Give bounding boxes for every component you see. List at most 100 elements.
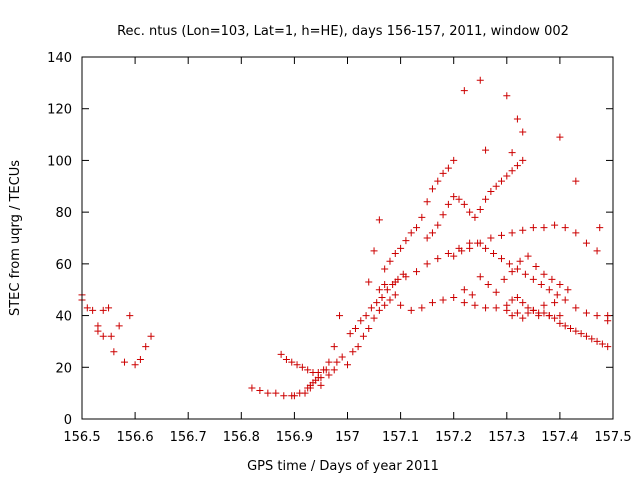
data-point [561, 296, 569, 304]
data-point [450, 252, 458, 260]
data-point [508, 268, 516, 276]
x-axis-label: GPS time / Days of year 2011 [247, 459, 439, 474]
data-point [434, 255, 442, 263]
data-point [423, 234, 431, 242]
data-point [423, 260, 431, 268]
data-point [423, 198, 431, 206]
data-point [545, 312, 553, 320]
data-point [359, 332, 367, 340]
data-point [381, 281, 389, 289]
data-point [524, 304, 532, 312]
data-point [513, 293, 521, 301]
data-point [107, 332, 115, 340]
data-point [381, 301, 389, 309]
data-point [492, 288, 500, 296]
data-point [476, 206, 484, 214]
data-point [476, 76, 484, 84]
data-point [346, 330, 354, 338]
data-point [386, 296, 394, 304]
data-point [490, 250, 498, 258]
data-point [508, 149, 516, 157]
data-point [458, 247, 466, 255]
y-tick-label: 100 [47, 154, 72, 169]
data-point [256, 387, 264, 395]
data-point [407, 306, 415, 314]
data-point [532, 262, 540, 270]
data-point [577, 330, 585, 338]
data-point [516, 257, 524, 265]
data-point [450, 293, 458, 301]
data-point [572, 304, 580, 312]
data-point [89, 306, 97, 314]
data-point [375, 306, 383, 314]
data-point [503, 301, 511, 309]
data-point [521, 270, 529, 278]
data-point [604, 317, 612, 325]
x-tick-label: 157.5 [594, 430, 631, 445]
data-point [551, 221, 559, 229]
data-point [540, 270, 548, 278]
data-point [450, 193, 458, 201]
data-point [524, 252, 532, 260]
data-point [413, 268, 421, 276]
data-point [418, 213, 426, 221]
data-point [362, 312, 370, 320]
data-point [301, 389, 309, 397]
data-point [397, 301, 405, 309]
data-point [513, 162, 521, 170]
y-tick-label: 40 [55, 310, 72, 325]
data-point [503, 172, 511, 180]
x-tick-label: 156.9 [276, 430, 313, 445]
data-point [290, 392, 298, 400]
data-point [354, 343, 362, 351]
data-point [561, 322, 569, 330]
data-point [508, 296, 516, 304]
data-point [407, 229, 415, 237]
data-point [548, 275, 556, 283]
data-point [391, 250, 399, 258]
data-point [325, 358, 333, 366]
data-point [126, 312, 134, 320]
data-point [94, 327, 102, 335]
data-point [582, 309, 590, 317]
data-point [367, 304, 375, 312]
data-point [482, 195, 490, 203]
data-point [556, 133, 564, 141]
data-point [370, 247, 378, 255]
data-point [556, 319, 564, 327]
data-point [460, 87, 468, 95]
data-point [487, 187, 495, 195]
data-point [280, 392, 288, 400]
data-point [497, 255, 505, 263]
data-point [513, 115, 521, 123]
data-point [428, 299, 436, 307]
data-point [120, 358, 128, 366]
data-point [314, 374, 322, 382]
y-tick-label: 0 [64, 413, 72, 428]
data-point [333, 358, 341, 366]
data-point [513, 309, 521, 317]
data-point [136, 356, 144, 364]
axis-ticks: 156.5 156.6 156.7 156.8 156.9 157 157.1 157.2 15… [47, 51, 631, 445]
data-point [572, 327, 580, 335]
data-point [593, 312, 601, 320]
x-tick-label: 157.4 [541, 430, 578, 445]
data-point [413, 224, 421, 232]
data-point [439, 296, 447, 304]
data-point [282, 356, 290, 364]
data-point [500, 275, 508, 283]
data-point [593, 247, 601, 255]
data-point [556, 281, 564, 289]
data-point [428, 229, 436, 237]
data-point [365, 278, 373, 286]
data-point [397, 244, 405, 252]
data-point [99, 332, 107, 340]
data-point [444, 250, 452, 258]
data-point [468, 291, 476, 299]
data-point [298, 363, 306, 371]
data-point [492, 304, 500, 312]
y-tick-label: 20 [55, 361, 72, 376]
data-point [519, 314, 527, 322]
y-tick-label: 120 [47, 103, 72, 118]
